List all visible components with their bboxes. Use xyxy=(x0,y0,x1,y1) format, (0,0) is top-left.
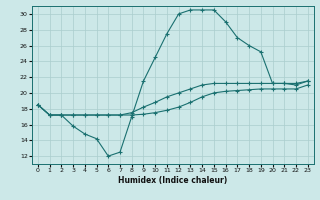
X-axis label: Humidex (Indice chaleur): Humidex (Indice chaleur) xyxy=(118,176,228,185)
